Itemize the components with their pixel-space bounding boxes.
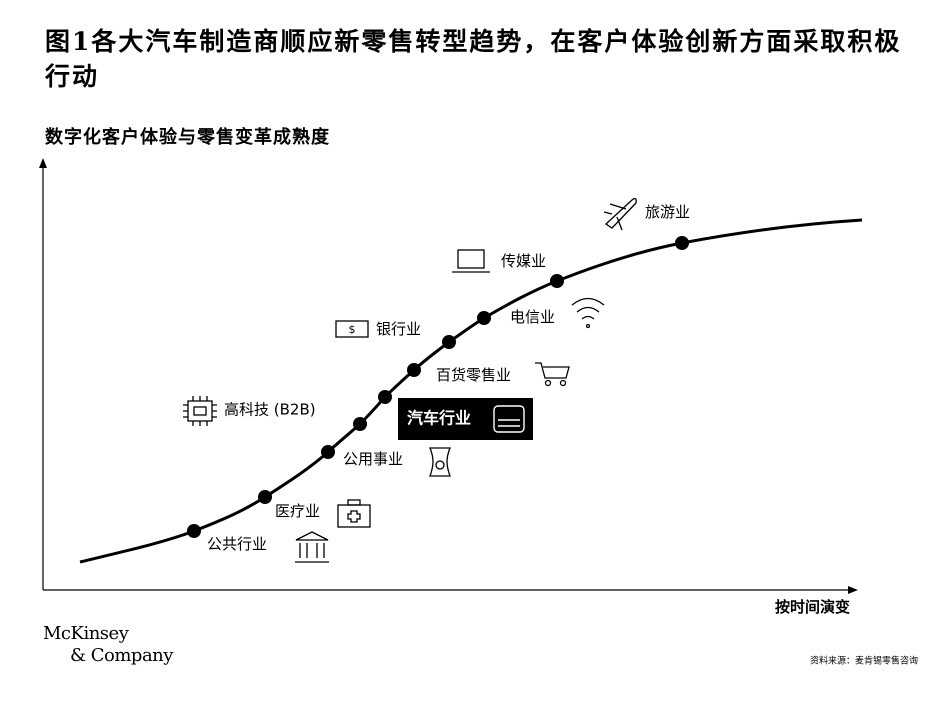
svg-text:$: $ xyxy=(349,323,356,336)
curve-dots xyxy=(187,236,689,538)
node-label: 电信业 xyxy=(510,308,555,326)
y-axis-label: 数字化客户体验与零售变革成熟度 xyxy=(45,126,330,148)
plane-icon xyxy=(603,197,637,231)
node-label: 银行业 xyxy=(376,320,421,338)
node-label: 旅游业 xyxy=(645,203,690,221)
node-label: 医疗业 xyxy=(275,502,320,520)
x-axis-label: 按时间演变 xyxy=(775,598,850,616)
title: 图1各大汽车制造商顺应新零售转型趋势，在客户体验创新方面采取积极行动 xyxy=(45,27,902,91)
logo-line2: & Company xyxy=(70,645,174,666)
medical-icon xyxy=(337,499,371,528)
node-label: 公共行业 xyxy=(207,535,267,553)
source-note: 资料来源：麦肯锡零售咨询 xyxy=(810,655,918,667)
wifi-icon xyxy=(571,297,605,329)
utility-icon xyxy=(429,447,451,477)
y-arrow xyxy=(39,158,47,168)
bank-icon xyxy=(295,531,329,563)
laptop-icon xyxy=(452,249,490,273)
node-label: 公用事业 xyxy=(343,450,403,468)
highlight-box xyxy=(398,398,533,440)
node-label-highlight: 汽车行业 xyxy=(407,409,471,428)
x-arrow xyxy=(848,586,858,594)
chip-icon xyxy=(183,396,217,426)
cart-icon xyxy=(535,362,570,387)
adoption-curve xyxy=(79,218,863,564)
node-label: 高科技 (B2B) xyxy=(224,401,316,419)
car-icon xyxy=(493,405,525,433)
node-label: 百货零售业 xyxy=(436,366,511,384)
logo-line1: McKinsey xyxy=(43,623,130,644)
money-icon: $ xyxy=(335,320,369,338)
node-label: 传媒业 xyxy=(501,252,546,270)
